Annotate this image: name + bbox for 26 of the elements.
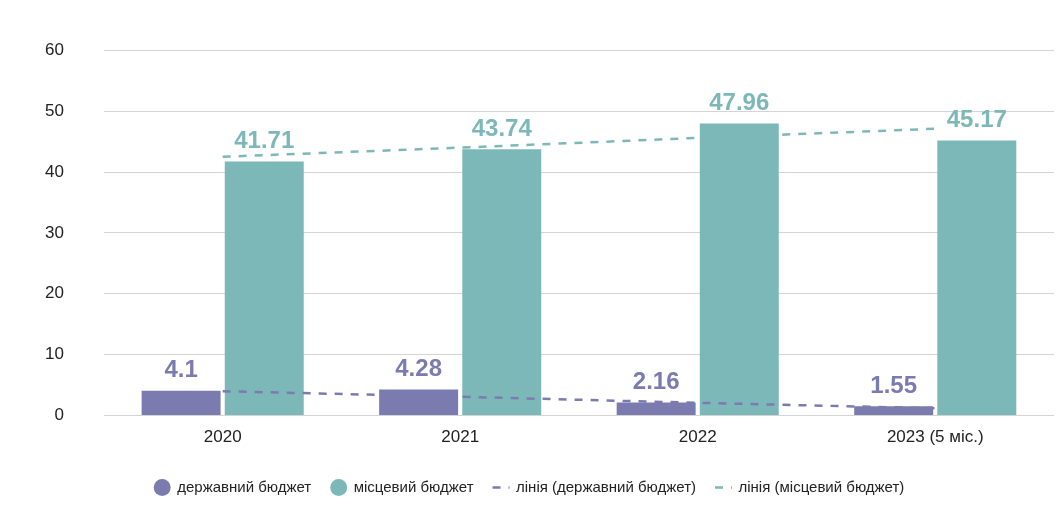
data-label: 1.55 [870, 370, 918, 398]
data-label: 43.74 [471, 113, 533, 141]
bar [141, 390, 221, 416]
legend-label: лінія (місцевий бюджет) [738, 477, 905, 495]
x-tick-label: 2023 (5 міс.) [886, 427, 984, 447]
legend-label: лінія (державний бюджет) [516, 477, 697, 495]
x-tick-label: 2022 [678, 427, 717, 447]
y-tick-label: 60 [44, 39, 64, 59]
x-tick-label: 2020 [203, 427, 242, 447]
data-label: 4.1 [164, 355, 198, 383]
bar [224, 161, 304, 416]
y-tick-label: 10 [44, 344, 64, 364]
y-tick-label: 50 [44, 100, 64, 120]
legend-label: місцевий бюджет [353, 477, 474, 495]
data-label: 47.96 [709, 88, 770, 116]
data-label: 45.17 [946, 105, 1007, 133]
y-tick-label: 20 [44, 283, 64, 303]
data-label: 4.28 [395, 354, 442, 382]
y-tick-label: 40 [44, 161, 64, 181]
legend-label: державний бюджет [177, 477, 312, 495]
x-tick-label: 2021 [441, 427, 480, 447]
y-tick-label: 0 [54, 405, 64, 425]
y-tick-label: 30 [44, 222, 64, 242]
data-label: 2.16 [632, 367, 680, 395]
data-label: 41.71 [234, 126, 295, 154]
bar [937, 140, 1017, 416]
